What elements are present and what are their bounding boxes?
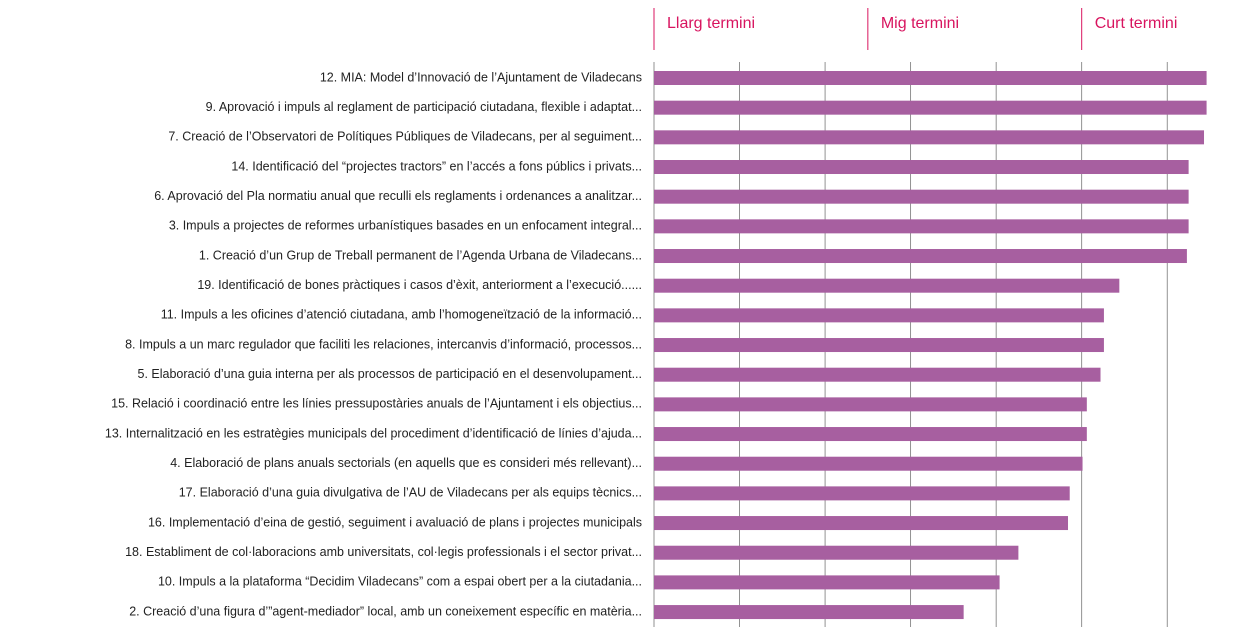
bar xyxy=(654,219,1189,234)
y-tick-label: 12. MIA: Model d’Innovació de l’Ajuntame… xyxy=(320,70,642,84)
y-tick-label: 16. Implementació d’eina de gestió, segu… xyxy=(148,515,642,529)
y-tick-label: 17. Elaboració d’una guia divulgativa de… xyxy=(179,486,642,500)
y-tick-label: 14. Identificació del “projectes tractor… xyxy=(231,159,642,173)
y-tick-label: 13. Internalització en les estratègies m… xyxy=(105,426,642,440)
bar xyxy=(654,160,1189,175)
bar xyxy=(654,516,1069,531)
bar xyxy=(654,397,1087,412)
y-tick-label: 10. Impuls a la plataforma “Decidim Vila… xyxy=(158,575,642,589)
bar xyxy=(654,130,1205,145)
y-tick-label: 6. Aprovació del Pla normatiu anual que … xyxy=(154,189,642,203)
y-tick-label: 19. Identificació de bones pràctiques i … xyxy=(197,278,642,292)
y-tick-label: 7. Creació de l’Observatori de Polítique… xyxy=(168,130,642,144)
y-tick-label: 3. Impuls a projectes de reformes urbaní… xyxy=(169,219,642,233)
y-tick-label: 2. Creació d’una figura d’”agent-mediado… xyxy=(129,604,642,618)
y-tick-label: 8. Impuls a un marc regulador que facili… xyxy=(125,337,642,351)
bar xyxy=(654,249,1187,264)
section-label: Llarg termini xyxy=(667,15,755,32)
bar xyxy=(654,486,1070,501)
y-tick-label: 9. Aprovació i impuls al reglament de pa… xyxy=(206,100,642,114)
y-tick-label: 15. Relació i coordinació entre les líni… xyxy=(111,397,642,411)
bar xyxy=(654,545,1019,560)
bar xyxy=(654,427,1087,442)
bar xyxy=(654,338,1104,353)
section-label: Mig termini xyxy=(881,15,959,32)
y-tick-label: 18. Establiment de col·laboracions amb u… xyxy=(125,545,642,559)
bar xyxy=(654,100,1207,115)
bar xyxy=(654,71,1207,85)
y-tick-label: 1. Creació d’un Grup de Treball permanen… xyxy=(199,248,642,262)
bar xyxy=(654,189,1189,204)
bar xyxy=(654,308,1104,323)
bar xyxy=(654,278,1120,293)
y-tick-label: 5. Elaboració d’una guia interna per als… xyxy=(138,367,642,381)
section-label: Curt termini xyxy=(1095,15,1178,32)
y-tick-label: 4. Elaboració de plans anuals sectorials… xyxy=(170,456,642,470)
bar xyxy=(654,605,964,620)
bar xyxy=(654,367,1101,382)
bar xyxy=(654,575,1000,590)
y-tick-label: 11. Impuls a les oficines d’atenció ciut… xyxy=(161,308,642,322)
bar xyxy=(654,456,1083,471)
